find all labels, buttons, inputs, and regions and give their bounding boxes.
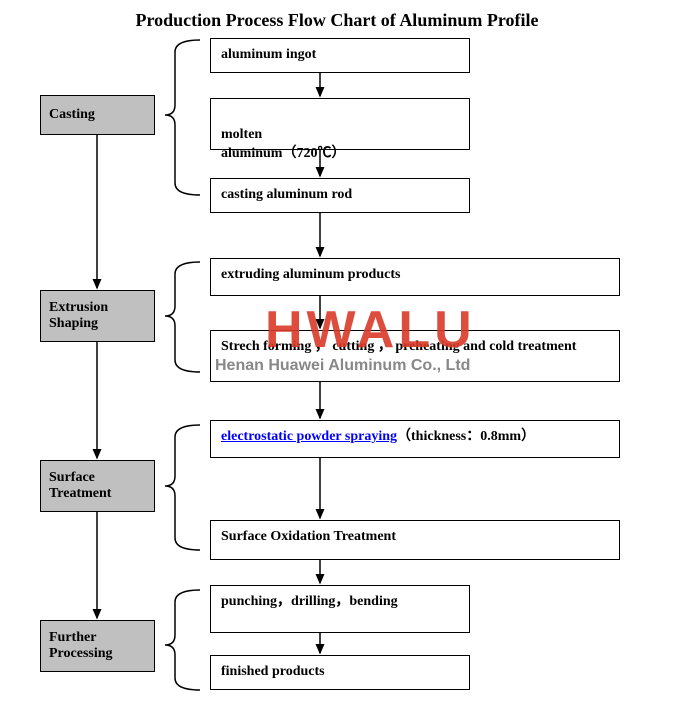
stage-extrusion: Extrusion Shaping (40, 290, 155, 342)
stage-surface-label: Surface Treatment (49, 470, 111, 502)
chart-title: Production Process Flow Chart of Aluminu… (0, 10, 674, 31)
proc-casting-rod-text: casting aluminum rod (221, 187, 352, 202)
proc-punching-text: punching，drilling，bending (221, 594, 398, 609)
proc-finished-text: finished products (221, 664, 325, 679)
proc-oxidation: Surface Oxidation Treatment (210, 520, 620, 560)
proc-extruding-text: extruding aluminum products (221, 267, 400, 282)
stage-surface: Surface Treatment (40, 460, 155, 512)
stage-further-label: Further Processing (49, 630, 113, 662)
proc-finished: finished products (210, 655, 470, 690)
stage-casting: Casting (40, 95, 155, 135)
stage-further: Further Processing (40, 620, 155, 672)
proc-molten-aluminum: molten aluminum（720℃） (210, 98, 470, 150)
flowchart-container: Production Process Flow Chart of Aluminu… (0, 0, 674, 714)
stage-extrusion-label: Extrusion Shaping (49, 300, 108, 332)
proc-oxidation-text: Surface Oxidation Treatment (221, 529, 396, 544)
proc-stretch-forming-text: Strech forming ， cutting ， preheating an… (221, 339, 576, 354)
proc-electrostatic: electrostatic powder spraying（thickness：… (210, 420, 620, 458)
proc-stretch-forming: Strech forming ， cutting ， preheating an… (210, 330, 620, 382)
proc-casting-rod: casting aluminum rod (210, 178, 470, 213)
proc-extruding: extruding aluminum products (210, 258, 620, 296)
proc-punching: punching，drilling，bending (210, 585, 470, 633)
proc-aluminum-ingot: aluminum ingot (210, 38, 470, 73)
stage-casting-label: Casting (49, 107, 95, 123)
proc-molten-aluminum-text: molten aluminum（720℃） (221, 127, 345, 162)
proc-aluminum-ingot-text: aluminum ingot (221, 47, 316, 62)
pt-thickness: （thickness：0.8mm） (397, 429, 535, 444)
link-electrostatic[interactable]: electrostatic powder spraying (221, 429, 397, 444)
